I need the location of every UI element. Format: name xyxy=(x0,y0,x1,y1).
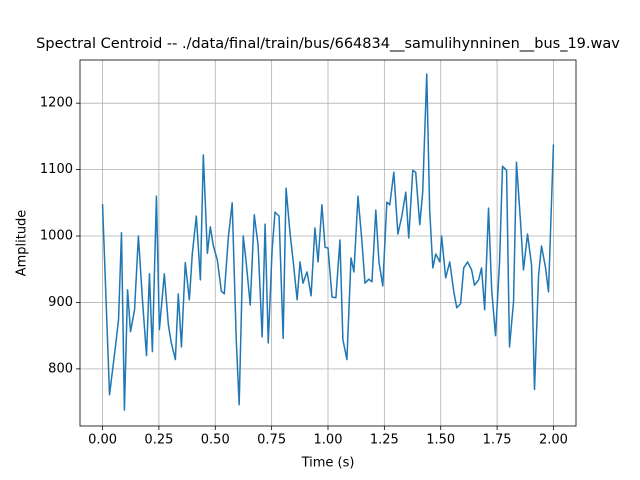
x-tick-label: 1.25 xyxy=(370,433,399,448)
plot-frame xyxy=(79,59,577,427)
x-tick-label: 2.00 xyxy=(539,433,568,448)
x-tick-label: 1.00 xyxy=(314,433,343,448)
x-tick-label: 1.50 xyxy=(426,433,455,448)
y-tick-label: 800 xyxy=(48,361,73,376)
y-tick-label: 1100 xyxy=(40,162,73,177)
x-tick-label: 0.75 xyxy=(257,433,286,448)
y-tick-label: 1000 xyxy=(40,229,73,244)
x-tick-label: 1.75 xyxy=(483,433,512,448)
data-line xyxy=(101,73,555,411)
x-axis-label: Time (s) xyxy=(301,456,355,471)
y-tick-label: 1200 xyxy=(40,96,73,111)
y-tick-label: 900 xyxy=(48,295,73,310)
x-tick-label: 0.25 xyxy=(144,433,173,448)
y-axis-label: Amplitude xyxy=(15,210,30,277)
x-tick-label: 0.50 xyxy=(201,433,230,448)
chart-title: Spectral Centroid -- ./data/final/train/… xyxy=(36,36,620,52)
x-tick-label: 0.00 xyxy=(88,433,117,448)
